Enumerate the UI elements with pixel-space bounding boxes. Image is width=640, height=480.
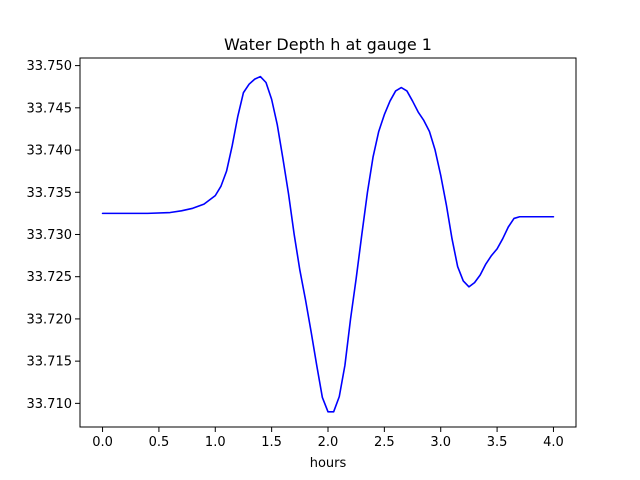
plot-area bbox=[101, 75, 555, 413]
series-line bbox=[101, 75, 555, 413]
axes-frame bbox=[79, 57, 577, 428]
x-tick-label: 0.0 bbox=[92, 435, 113, 450]
x-tick-label: 4.0 bbox=[543, 435, 564, 450]
y-tick-label: 33.720 bbox=[27, 312, 73, 327]
y-tick-label: 33.750 bbox=[27, 59, 73, 74]
x-tick-label: 1.5 bbox=[261, 435, 282, 450]
y-tick-label: 33.710 bbox=[27, 397, 73, 412]
chart-title: Water Depth h at gauge 1 bbox=[224, 35, 432, 54]
x-tick-label: 0.5 bbox=[149, 435, 170, 450]
x-tick-label: 2.0 bbox=[318, 435, 339, 450]
y-tick-label: 33.740 bbox=[27, 144, 73, 159]
y-tick-label: 33.745 bbox=[27, 101, 73, 116]
x-tick-label: 3.0 bbox=[430, 435, 451, 450]
y-tick-label: 33.725 bbox=[27, 270, 73, 285]
y-tick-label: 33.730 bbox=[27, 228, 73, 243]
y-tick-label: 33.715 bbox=[27, 355, 73, 370]
x-tick-label: 3.5 bbox=[487, 435, 508, 450]
x-tick-label: 2.5 bbox=[374, 435, 395, 450]
ticks-layer: 0.0 0.5 1.0 1.5 2.0 2.5 3.0 3.5 4.0 33.710 33.715 3… bbox=[27, 59, 564, 450]
x-tick-label: 1.0 bbox=[205, 435, 226, 450]
x-axis-label: hours bbox=[310, 456, 347, 471]
y-tick-label: 33.735 bbox=[27, 186, 73, 201]
